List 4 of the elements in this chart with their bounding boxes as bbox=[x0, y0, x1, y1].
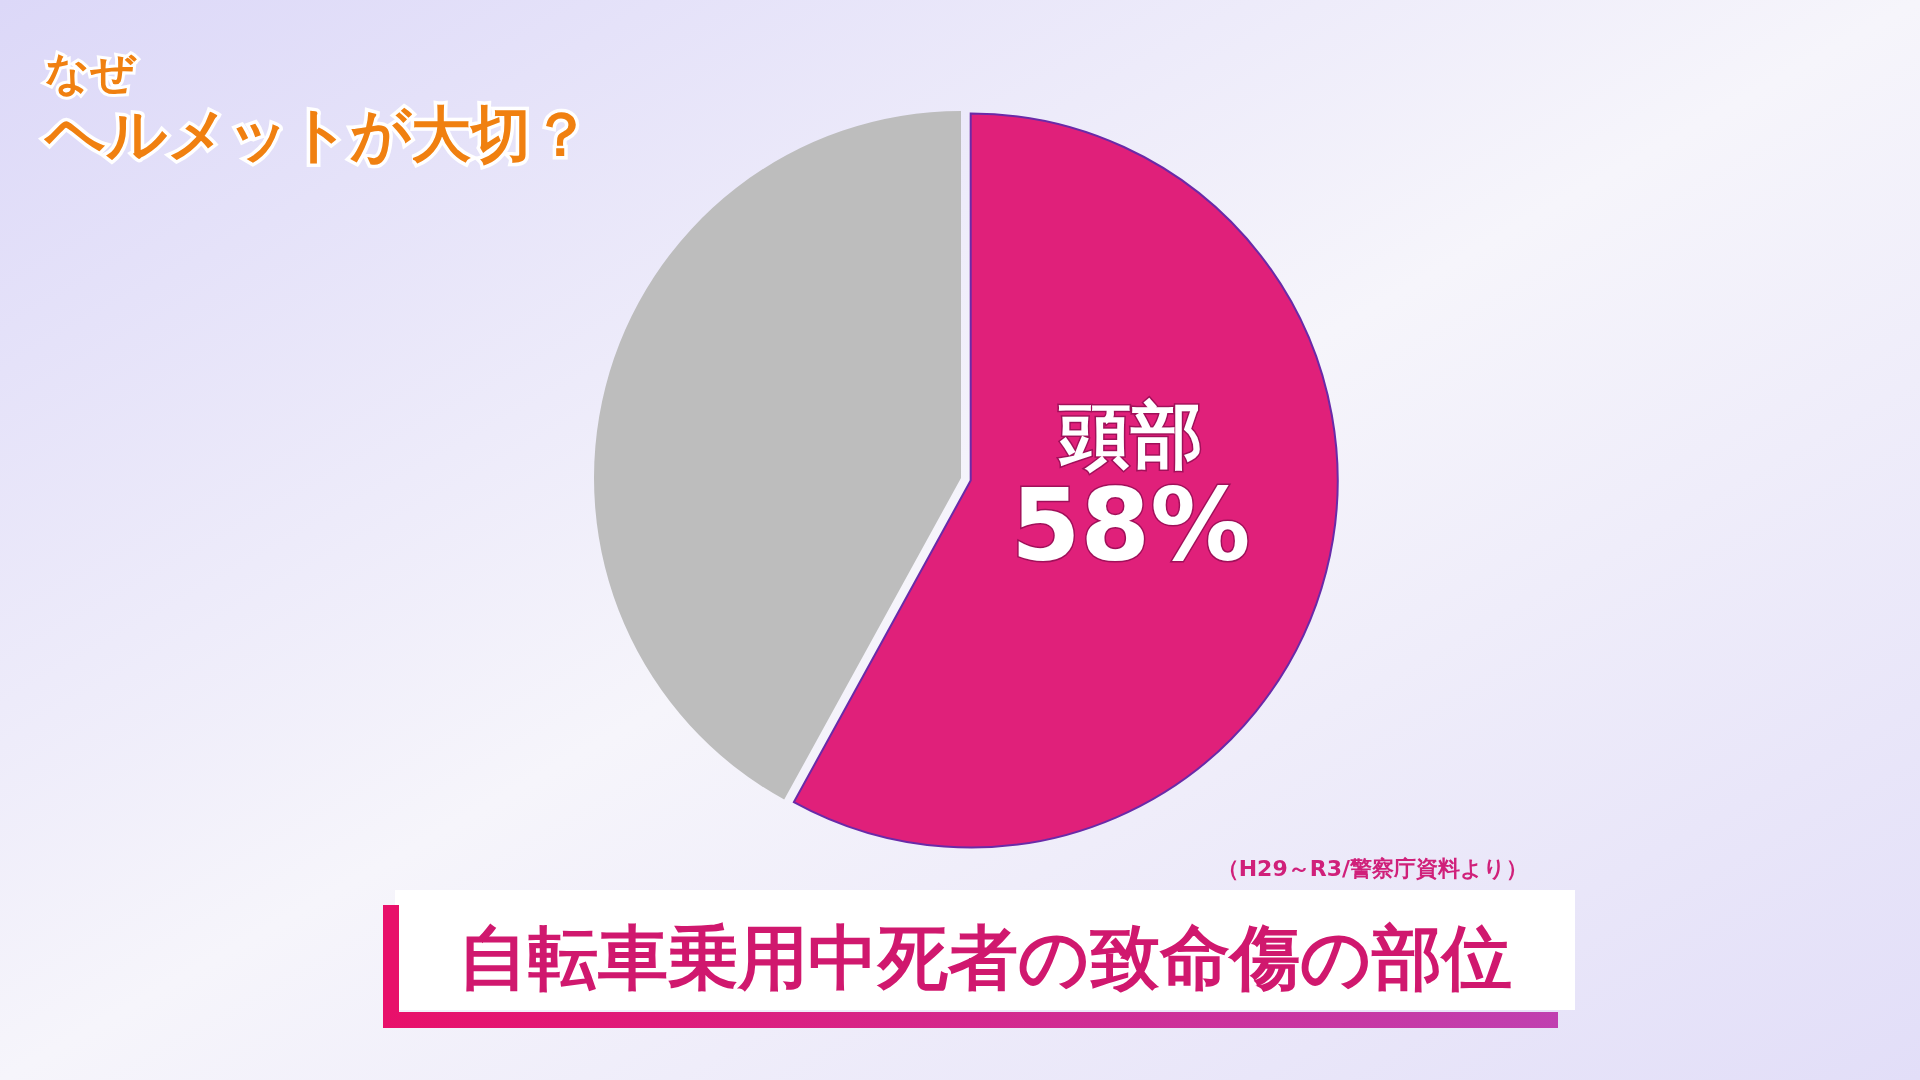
text: 自転車乗用中死者の致命傷の部位 bbox=[458, 917, 1512, 999]
text: （H29～R3/警察庁資料より） bbox=[1216, 856, 1528, 881]
text: なぜ bbox=[45, 47, 137, 98]
text: ヘルメットが大切？ bbox=[43, 99, 591, 169]
